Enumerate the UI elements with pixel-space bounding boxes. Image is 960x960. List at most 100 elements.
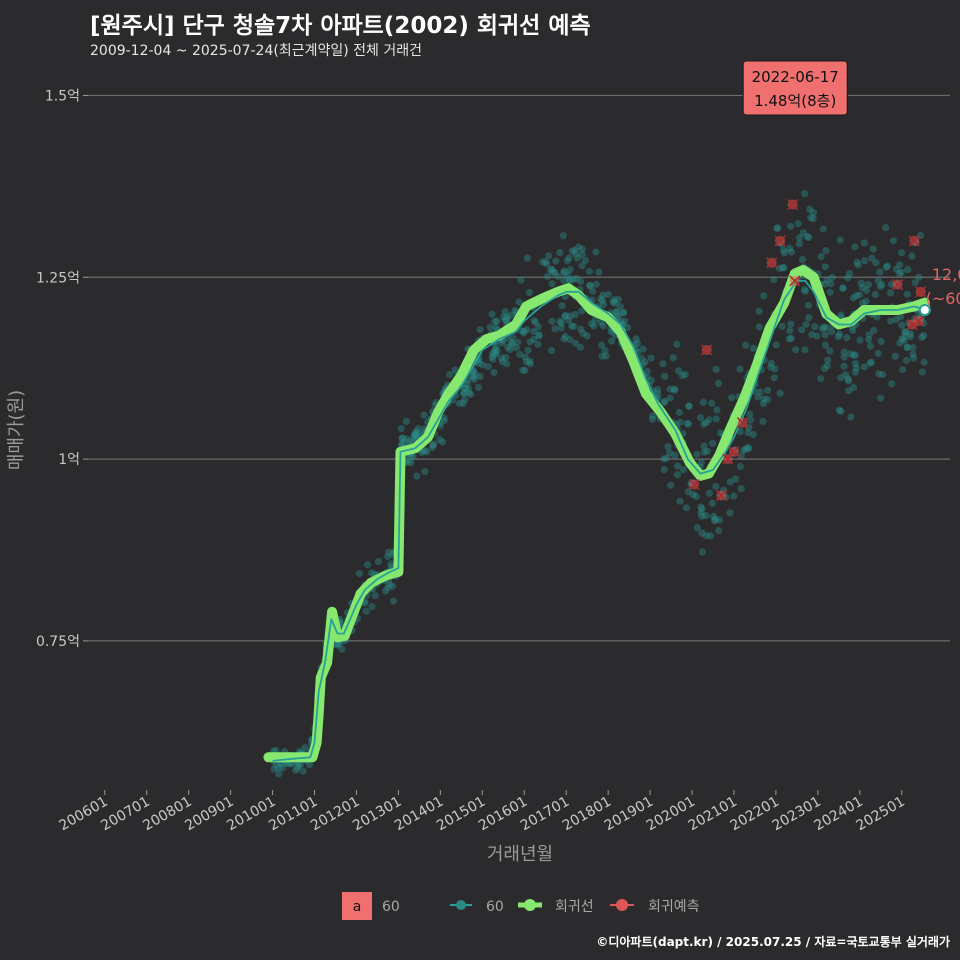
scatter-point [363, 561, 372, 569]
scatter-point [576, 277, 585, 286]
scatter-point [560, 335, 568, 343]
scatter-point [798, 255, 807, 263]
scatter-point [674, 462, 682, 470]
scatter-point [906, 330, 914, 338]
scatter-point [476, 325, 484, 334]
scatter-point [904, 266, 912, 274]
scatter-point [806, 205, 814, 213]
scatter-point [826, 347, 834, 355]
scatter-point [786, 222, 795, 230]
scatter-point [491, 349, 499, 357]
scatter-point [573, 254, 581, 262]
scatter-point [293, 764, 301, 772]
scatter-point [595, 268, 603, 276]
scatter-point [780, 249, 789, 257]
scatter-point [578, 262, 586, 270]
scatter-point [736, 428, 744, 436]
scatter-point [526, 338, 534, 346]
forecast-cross [787, 198, 799, 211]
scatter-point [900, 336, 908, 344]
scatter-point [755, 323, 763, 331]
scatter-point [611, 299, 619, 307]
scatter-point [675, 408, 683, 417]
scatter-point [521, 366, 529, 375]
scatter-point [599, 322, 607, 330]
scatter-point [870, 326, 878, 335]
scatter-point [726, 509, 734, 517]
scatter-point [876, 282, 884, 291]
scatter-point [662, 454, 671, 462]
footer-credit: ©디아파트(dapt.kr) / 2025.07.25 / 자료=국토교통부 실… [596, 935, 950, 949]
scatter-point [573, 274, 581, 283]
scatter-point [878, 280, 886, 289]
scatter-point [412, 427, 420, 436]
scatter-point [898, 335, 906, 343]
scatter-point [771, 365, 779, 373]
scatter-point [895, 269, 904, 277]
scatter-point [270, 765, 278, 773]
scatter-point [906, 333, 915, 341]
scatter-point [488, 310, 496, 318]
scatter-point [676, 497, 684, 505]
scatter-point [647, 376, 656, 385]
scatter-point [530, 335, 538, 343]
scatter-point [478, 361, 487, 369]
scatter-point [568, 322, 576, 330]
scatter-point [868, 254, 876, 262]
scatter-point [851, 243, 859, 251]
forecast-cross [789, 275, 801, 287]
scatter-point [632, 335, 640, 343]
scatter-point [728, 394, 736, 402]
scatter-point [412, 431, 420, 439]
scatter-point [523, 326, 531, 334]
scatter-point [754, 393, 762, 401]
scatter-point [712, 482, 720, 491]
scatter-point [767, 363, 775, 371]
scatter-point [902, 356, 911, 364]
scatter-point [817, 375, 825, 383]
scatter-point [897, 313, 905, 321]
scatter-point [469, 373, 477, 381]
scatter-point [715, 526, 723, 535]
scatter-point [828, 327, 836, 336]
scatter-point [840, 348, 848, 356]
scatter-point [598, 297, 607, 305]
scatter-point [920, 358, 928, 366]
legend-label-forecast: 회귀예측 [648, 899, 700, 915]
scatter-point [703, 447, 711, 455]
max-price-callout [742, 60, 848, 116]
scatter-point [671, 385, 679, 393]
scatter-point [621, 317, 629, 325]
scatter-point [871, 290, 879, 299]
scatter-point [549, 268, 557, 276]
scatter-point [508, 339, 516, 347]
scatter-point [641, 358, 649, 366]
scatter-point [679, 465, 687, 474]
scatter-point [588, 320, 596, 328]
legend-teal-dot [456, 900, 466, 910]
y-axis: 0.75억 1억 1.25억 1.5억 [36, 88, 88, 650]
scatter-point [614, 295, 622, 304]
scatter-point [813, 332, 821, 340]
scatter-point [737, 452, 745, 460]
forecast-cross [728, 446, 740, 458]
scatter-point [590, 322, 598, 330]
scatter-point [654, 386, 662, 394]
scatter-point [579, 329, 587, 337]
scatter-point [489, 349, 497, 358]
scatter-point [763, 395, 772, 404]
scatter-point [397, 425, 405, 433]
scatter-point [844, 377, 853, 385]
scatter-point [571, 310, 579, 319]
scatter-point [459, 399, 467, 408]
scatter-point [460, 389, 468, 397]
scatter-point [801, 287, 810, 295]
scatter-point [560, 276, 568, 284]
scatter-point [850, 351, 858, 359]
scatter-point [592, 280, 600, 288]
scatter-point [410, 434, 418, 442]
scatter-point [876, 268, 884, 276]
scatter-point [874, 349, 882, 357]
scatter-point [801, 346, 809, 354]
scatter-point [898, 321, 906, 329]
